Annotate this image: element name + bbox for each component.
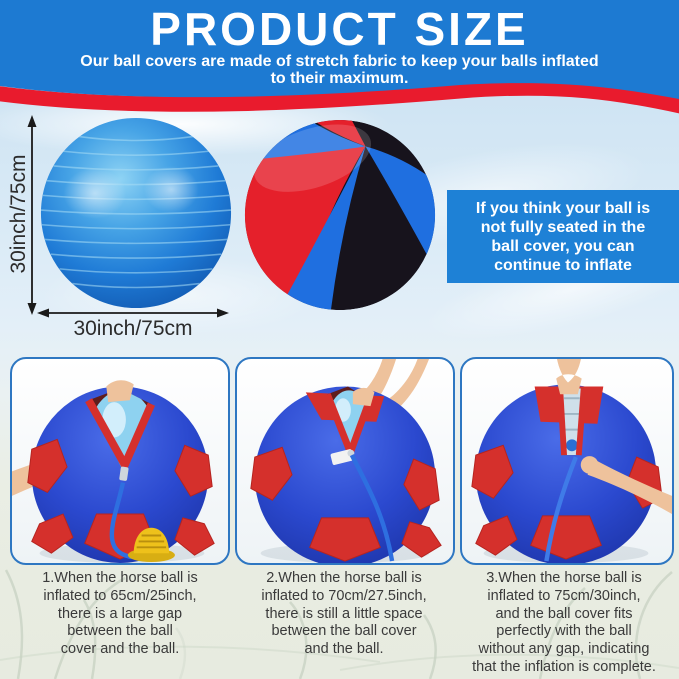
step-panel-1 [10, 357, 230, 565]
arm-right-2 [384, 359, 430, 412]
grass-watermark [0, 569, 679, 679]
step-caption-1: 1.When the horse ball is inflated to 65c… [42, 570, 198, 658]
header-red-wave [0, 80, 679, 114]
foot-pump [127, 527, 175, 563]
pump-tube [109, 482, 133, 560]
step-caption-3: 3.When the horse ball is inflated to 75c… [472, 570, 656, 675]
beach-ball-image [244, 119, 436, 311]
header-blue-shape [0, 0, 679, 99]
pump-tube [544, 456, 578, 562]
step-panel-2 [235, 357, 455, 565]
inflate-info-box: If you think your ball is not fully seat… [447, 190, 679, 283]
width-dimension-label: 30inch/75cm [73, 317, 193, 340]
height-dimension-label: 30inch/75cm [7, 154, 30, 274]
arm-right [587, 459, 672, 514]
page-title: PRODUCT SIZE [150, 3, 529, 55]
step-caption-2: 2.When the horse ball is inflated to 70c… [261, 570, 427, 658]
step-photo-2 [250, 359, 442, 563]
dimension-arrows [27, 115, 229, 318]
height-arrow [27, 115, 37, 315]
page-subtitle: Our ball covers are made of stretch fabr… [80, 53, 599, 87]
step-photo-1 [12, 380, 215, 563]
step-photo-3 [471, 359, 672, 563]
exercise-ball-image [40, 117, 232, 309]
hand-top [556, 359, 582, 395]
hand-top [106, 380, 134, 403]
width-arrow [37, 308, 229, 318]
hand-in-opening [352, 387, 375, 407]
step-panel-3 [460, 357, 674, 565]
pump-tube [349, 454, 395, 562]
header-banner [0, 0, 679, 114]
